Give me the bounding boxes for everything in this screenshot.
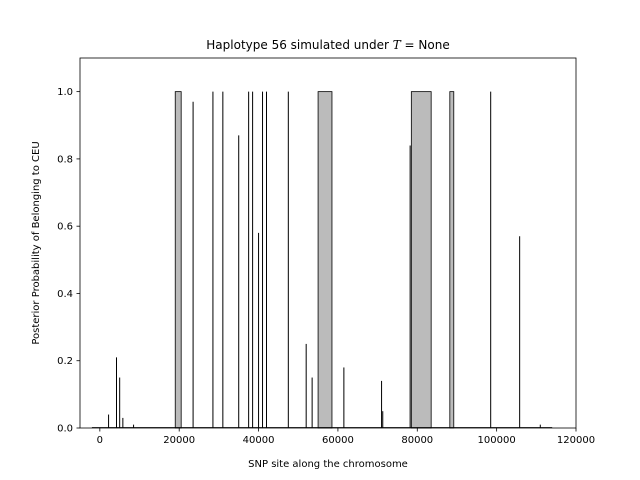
x-axis: 0 20000 40000 60000 80000 100000 120000	[97, 428, 595, 446]
posterior-block	[174, 91, 182, 429]
y-axis-label: Posterior Probability of Belonging to CE…	[31, 141, 42, 344]
x-axis-label: SNP site along the chromosome	[248, 459, 408, 470]
y-tick-label: 0.0	[57, 424, 73, 435]
x-tick-label: 40000	[243, 435, 275, 446]
y-tick-label: 0.4	[57, 289, 73, 300]
x-tick-label: 120000	[557, 435, 595, 446]
chart-title-suffix: = None	[401, 38, 450, 52]
x-tick-label: 0	[97, 435, 103, 446]
chart-title-prefix: Haplotype 56 simulated under	[206, 38, 392, 52]
x-tick-label: 60000	[322, 435, 354, 446]
posterior-block	[449, 91, 455, 429]
axes-frame	[79, 57, 577, 429]
chart-title: Haplotype 56 simulated under T = None	[206, 38, 449, 52]
y-tick-label: 1.0	[57, 87, 73, 98]
chart-title-symbol: T	[393, 38, 402, 52]
posterior-block	[317, 91, 333, 429]
plot-area	[91, 91, 553, 429]
x-tick-label: 20000	[163, 435, 195, 446]
posterior-block	[410, 91, 432, 429]
x-tick-label: 100000	[478, 435, 516, 446]
y-tick-label: 0.2	[57, 356, 73, 367]
x-tick-label: 80000	[401, 435, 433, 446]
y-tick-label: 0.6	[57, 222, 73, 233]
y-axis: 0.0 0.2 0.4 0.6 0.8 1.0	[57, 87, 80, 435]
y-tick-label: 0.8	[57, 154, 73, 165]
